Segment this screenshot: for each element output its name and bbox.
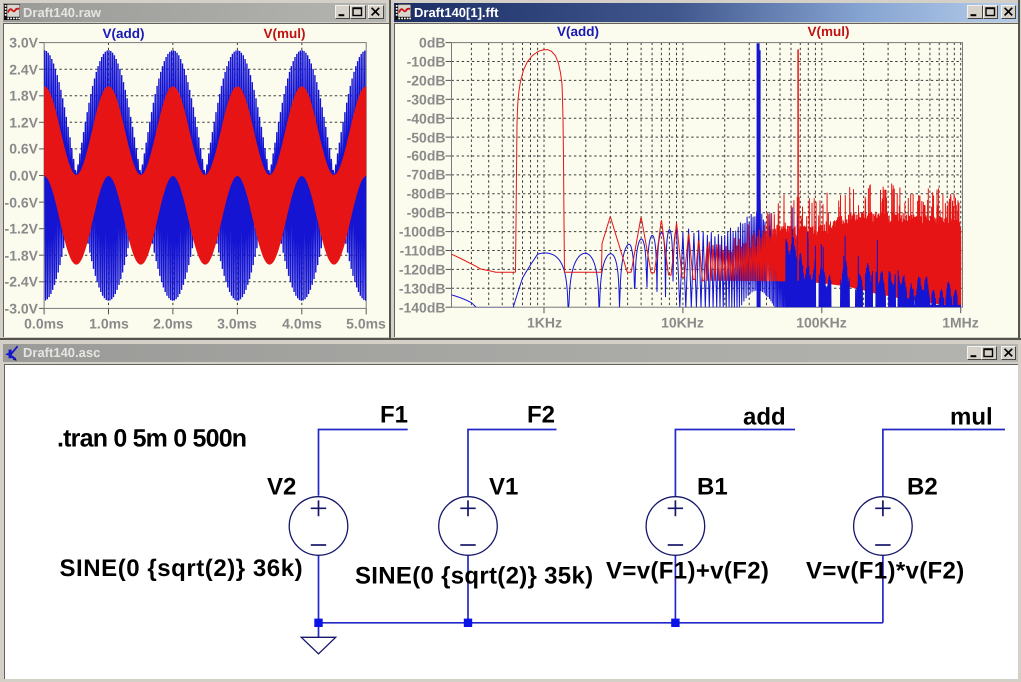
svg-text:1MHz: 1MHz <box>942 314 979 330</box>
svg-text:-90dB: -90dB <box>406 204 445 220</box>
svg-text:-2.4V: -2.4V <box>5 273 39 289</box>
svg-text:V2: V2 <box>267 473 296 500</box>
svg-text:5.0ms: 5.0ms <box>346 315 386 331</box>
svg-text:-1.8V: -1.8V <box>5 247 39 263</box>
svg-text:10KHz: 10KHz <box>661 314 704 330</box>
svg-text:-1.2V: -1.2V <box>5 220 39 236</box>
svg-text:1.2V: 1.2V <box>9 114 38 130</box>
svg-text:V(add): V(add) <box>103 26 145 41</box>
svg-text:V=v(F1)+v(F2): V=v(F1)+v(F2) <box>606 557 769 584</box>
svg-text:-3.0V: -3.0V <box>5 300 39 316</box>
svg-text:1KHz: 1KHz <box>526 314 561 330</box>
svg-text:-110dB: -110dB <box>399 242 445 258</box>
svg-text:1.8V: 1.8V <box>9 87 38 103</box>
svg-text:-130dB: -130dB <box>398 280 445 296</box>
svg-text:100KHz: 100KHz <box>796 314 847 330</box>
svg-text:F1: F1 <box>380 401 408 428</box>
svg-text:add: add <box>743 403 786 430</box>
svg-text:V1: V1 <box>489 473 518 500</box>
svg-text:V=v(F1)*v(F2): V=v(F1)*v(F2) <box>806 557 965 584</box>
svg-text:-10dB: -10dB <box>406 53 445 69</box>
svg-text:0.0V: 0.0V <box>9 167 38 183</box>
svg-text:-40dB: -40dB <box>406 110 445 126</box>
svg-text:-80dB: -80dB <box>406 185 445 201</box>
svg-text:2.4V: 2.4V <box>9 61 38 77</box>
svg-text:-20dB: -20dB <box>406 72 445 88</box>
svg-text:F2: F2 <box>527 401 555 428</box>
svg-text:-140dB: -140dB <box>398 299 445 315</box>
svg-text:V(mul): V(mul) <box>807 24 849 39</box>
svg-text:B1: B1 <box>697 473 728 500</box>
svg-text:V(mul): V(mul) <box>264 26 306 41</box>
svg-text:0.6V: 0.6V <box>9 140 38 156</box>
svg-text:B2: B2 <box>907 473 938 500</box>
svg-text:-100dB: -100dB <box>398 223 445 239</box>
svg-text:0dB: 0dB <box>419 34 445 50</box>
svg-text:-30dB: -30dB <box>406 91 445 107</box>
svg-text:3.0ms: 3.0ms <box>217 315 257 331</box>
svg-text:.tran 0 5m 0 500n: .tran 0 5m 0 500n <box>57 424 246 452</box>
svg-text:mul: mul <box>950 403 993 430</box>
svg-text:0.0ms: 0.0ms <box>24 315 64 331</box>
svg-text:V(add): V(add) <box>557 24 599 39</box>
svg-text:SINE(0 {sqrt(2)} 35k): SINE(0 {sqrt(2)} 35k) <box>355 562 593 589</box>
svg-text:SINE(0 {sqrt(2)} 36k): SINE(0 {sqrt(2)} 36k) <box>60 555 304 582</box>
svg-text:4.0ms: 4.0ms <box>282 315 322 331</box>
svg-text:-60dB: -60dB <box>406 147 445 163</box>
svg-text:-50dB: -50dB <box>406 129 445 145</box>
svg-text:-120dB: -120dB <box>398 261 445 277</box>
svg-text:-70dB: -70dB <box>406 166 445 182</box>
svg-text:-0.6V: -0.6V <box>5 194 39 210</box>
svg-text:1.0ms: 1.0ms <box>89 315 129 331</box>
svg-text:2.0ms: 2.0ms <box>153 315 193 331</box>
svg-text:3.0V: 3.0V <box>9 34 38 50</box>
